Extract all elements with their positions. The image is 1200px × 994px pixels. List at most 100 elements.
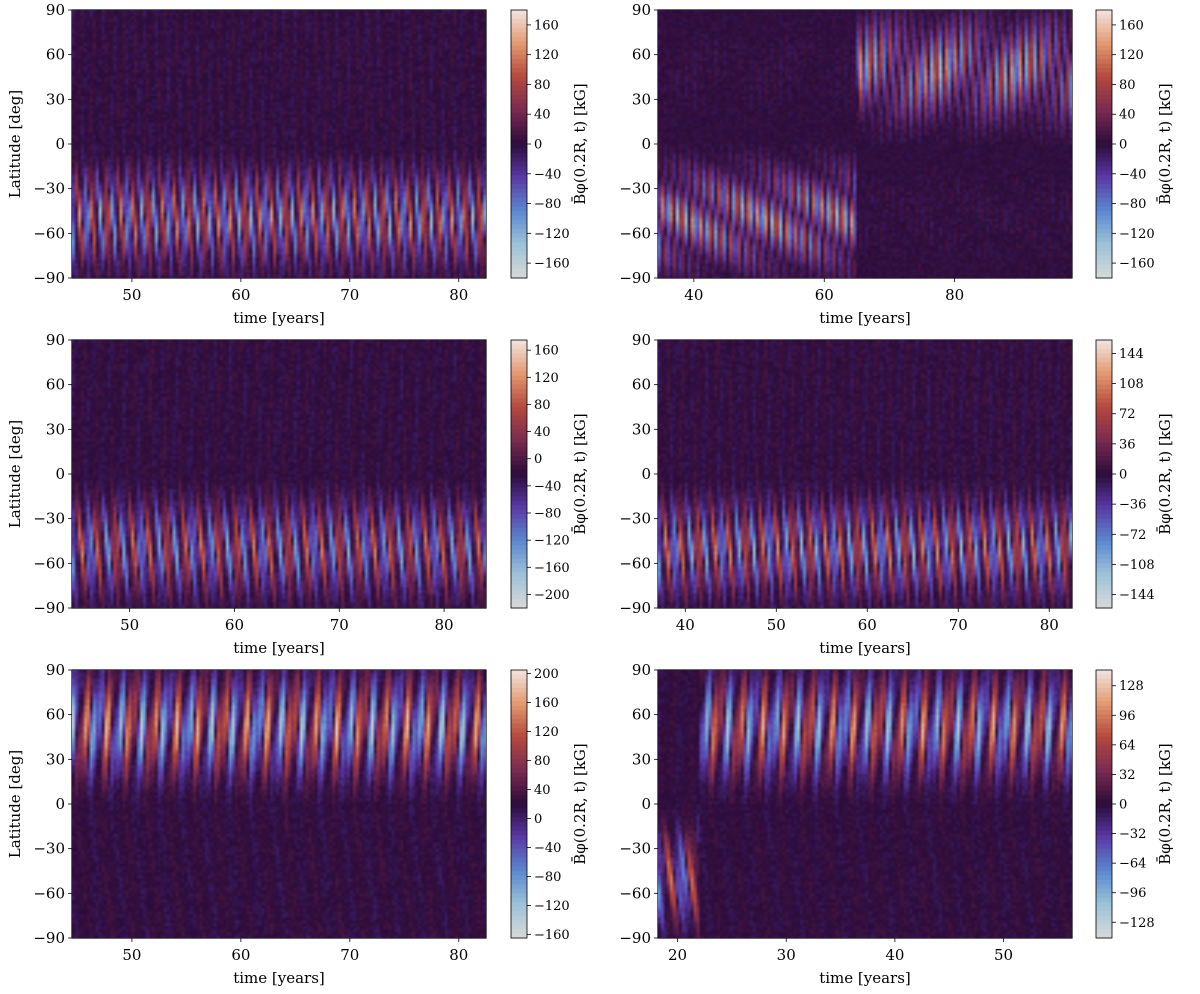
colorbar-segment <box>511 808 527 814</box>
colorbar-tick-label: 0 <box>534 452 542 467</box>
colorbar-segment <box>1096 139 1112 145</box>
colorbar-segment <box>1096 219 1112 225</box>
colorbar-tick-label: −80 <box>534 507 561 522</box>
colorbar-tick-label: −160 <box>534 561 570 576</box>
colorbar-segment <box>511 260 527 266</box>
colorbar-segment <box>511 491 527 497</box>
colorbar-segment <box>1096 371 1112 377</box>
y-tick-label: 30 <box>46 90 65 108</box>
y-tick-label: 30 <box>632 90 651 108</box>
colorbar-segment <box>1096 853 1112 859</box>
y-tick-label: 60 <box>46 706 65 724</box>
colorbar-segment <box>511 206 527 212</box>
colorbar-segment <box>1096 179 1112 185</box>
colorbar-tick-label: 108 <box>1119 377 1144 392</box>
colorbar-segment <box>511 585 527 591</box>
y-tick-label: −30 <box>33 840 65 858</box>
colorbar-tick-label: 80 <box>534 754 551 769</box>
colorbar-segment <box>1096 848 1112 854</box>
x-tick-label: 50 <box>122 286 141 304</box>
colorbar-segment <box>511 924 527 930</box>
colorbar-segment <box>1096 585 1112 591</box>
colorbar-tick-label: −80 <box>1119 197 1146 212</box>
colorbar-segment <box>511 371 527 377</box>
colorbar-segment <box>511 103 527 109</box>
colorbar-segment <box>511 915 527 921</box>
colorbar-segment <box>511 429 527 435</box>
colorbar-segment <box>511 148 527 154</box>
colorbar-segment <box>511 853 527 859</box>
colorbar-segment <box>511 139 527 145</box>
colorbar-segment <box>511 603 527 609</box>
colorbar-segment <box>1096 126 1112 132</box>
colorbar-segment <box>1096 897 1112 903</box>
x-tick-label: 80 <box>449 286 468 304</box>
colorbar-segment <box>1096 402 1112 408</box>
colorbar-segment <box>1096 871 1112 877</box>
colorbar-segment <box>1096 581 1112 587</box>
colorbar-segment <box>511 344 527 350</box>
colorbar-segment <box>511 884 527 890</box>
colorbar-segment <box>1096 447 1112 453</box>
colorbar-segment <box>511 135 527 141</box>
colorbar-segment <box>1096 41 1112 47</box>
colorbar-segment <box>1096 344 1112 350</box>
colorbar-segment <box>511 799 527 805</box>
colorbar-tick-label: 120 <box>534 725 559 740</box>
colorbar-segment <box>511 384 527 390</box>
colorbar-tick-label: −40 <box>534 841 561 856</box>
colorbar-segment <box>1096 375 1112 381</box>
colorbar-tick-label: −96 <box>1119 886 1146 901</box>
colorbar-segment <box>1096 505 1112 511</box>
colorbar-segment <box>511 599 527 605</box>
colorbar-tick-label: −160 <box>1119 257 1155 272</box>
colorbar-segment <box>511 893 527 899</box>
colorbar-segment <box>511 442 527 448</box>
colorbar-segment <box>511 237 527 243</box>
colorbar-segment <box>1096 705 1112 711</box>
colorbar-segment <box>1096 670 1112 676</box>
colorbar-segment <box>1096 777 1112 783</box>
colorbar-segment <box>511 10 527 16</box>
y-axis-label: Latitude [deg] <box>6 90 24 198</box>
colorbar-segment <box>511 911 527 917</box>
colorbar-segment <box>511 563 527 569</box>
y-tick-label: 0 <box>55 135 65 153</box>
y-axis-label: Latitude [deg] <box>6 750 24 858</box>
colorbar-segment <box>511 701 527 707</box>
colorbar-segment <box>1096 741 1112 747</box>
colorbar-segment <box>1096 772 1112 778</box>
colorbar-segment <box>1096 465 1112 471</box>
colorbar-segment <box>511 754 527 760</box>
colorbar-segment <box>511 211 527 217</box>
colorbar-segment <box>1096 487 1112 493</box>
colorbar-segment <box>1096 32 1112 38</box>
y-tick-label: −90 <box>33 269 65 287</box>
colorbar-segment <box>511 554 527 560</box>
colorbar-segment <box>1096 523 1112 529</box>
colorbar-segment <box>1096 251 1112 257</box>
colorbar-segment <box>1096 255 1112 261</box>
colorbar-segment <box>1096 732 1112 738</box>
colorbar-segment <box>1096 482 1112 488</box>
x-tick-label: 70 <box>340 286 359 304</box>
colorbar-tick-label: −144 <box>1119 588 1155 603</box>
colorbar-segment <box>511 224 527 230</box>
colorbar-segment <box>1096 90 1112 96</box>
colorbar-segment <box>1096 723 1112 729</box>
colorbar-segment <box>511 460 527 466</box>
colorbar-segment <box>511 763 527 769</box>
colorbar-segment <box>1096 683 1112 689</box>
colorbar-tick-label: −128 <box>1119 916 1155 931</box>
colorbar-segment <box>1096 532 1112 538</box>
colorbar-tick-label: −36 <box>1119 498 1146 513</box>
colorbar-segment <box>511 781 527 787</box>
colorbar-segment <box>511 108 527 114</box>
colorbar-segment <box>511 804 527 810</box>
colorbar-segment <box>1096 500 1112 506</box>
y-tick-label: 0 <box>55 465 65 483</box>
colorbar-segment <box>511 866 527 872</box>
colorbar-segment <box>511 567 527 573</box>
colorbar-segment <box>511 469 527 475</box>
colorbar-segment <box>1096 170 1112 176</box>
